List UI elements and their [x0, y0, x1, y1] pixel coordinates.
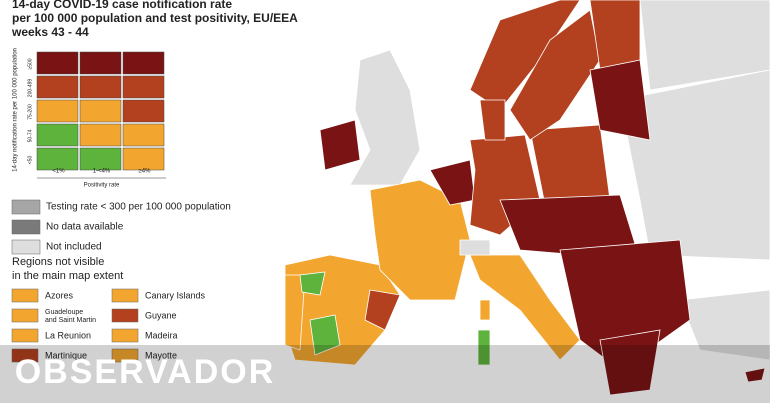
matrix-cell: [122, 75, 165, 99]
region-label: Mayotte: [145, 350, 177, 360]
region-label: Guyane: [145, 310, 177, 320]
watermark-band: [0, 345, 770, 403]
regions-heading: Regions not visible: [12, 256, 104, 268]
region-swatch: [11, 328, 39, 343]
region-swatch: [11, 348, 39, 363]
region-label: Azores: [45, 290, 74, 300]
legend-swatch: [11, 239, 41, 255]
region-label: Canary Islands: [145, 290, 206, 300]
matrix-cell: [79, 123, 122, 147]
region-swatch: [111, 308, 139, 323]
portugal: [284, 274, 306, 351]
region-label: Martinique: [45, 350, 87, 360]
title-line: per 100 000 population and test positivi…: [12, 11, 298, 25]
switzerland: [459, 239, 491, 256]
row-label: 50-74: [27, 129, 33, 142]
region-swatch: [11, 288, 39, 303]
matrix-cell: [36, 75, 79, 99]
spain-region: [309, 314, 341, 356]
legend-label: No data available: [46, 222, 124, 233]
title-line: 14-day COVID-19 case notification rate: [12, 0, 232, 11]
matrix-cell: [79, 51, 122, 75]
region-swatch: [111, 348, 139, 363]
col-label: ≥4%: [139, 169, 152, 175]
title: 14-day COVID-19 case notification ratepe…: [11, 0, 298, 39]
matrix-cell: [122, 51, 165, 75]
region-swatch: [11, 308, 39, 323]
baltics: [589, 59, 651, 141]
matrix-cell: [36, 99, 79, 123]
matrix-cell: [122, 99, 165, 123]
greece: [599, 329, 661, 396]
region-swatch: [111, 288, 139, 303]
legend-swatch: [11, 219, 41, 235]
non-eu: [619, 69, 770, 261]
matrix-cell: [36, 147, 79, 171]
region-label: La Reunion: [45, 330, 91, 340]
matrix-cell: [79, 75, 122, 99]
corsica: [479, 299, 491, 321]
row-label: 75-200: [27, 104, 33, 120]
matrix-cell: [122, 147, 165, 171]
matrix-cell: [79, 99, 122, 123]
matrix-cell: [122, 123, 165, 147]
row-label: <50: [27, 156, 33, 165]
cyprus: [744, 367, 766, 383]
watermark: OBSERVADOR: [15, 353, 276, 391]
poland: [529, 124, 611, 206]
denmark: [479, 99, 506, 141]
region-label: Madeira: [145, 330, 178, 340]
ireland: [319, 119, 361, 171]
matrix-cell: [36, 123, 79, 147]
non-eu: [679, 289, 770, 361]
title-line: weeks 43 - 44: [11, 25, 89, 39]
region-label: Guadeloupe and Saint Martin: [45, 309, 96, 324]
col-label: <1%: [52, 169, 65, 175]
row-label: ≥500: [27, 58, 33, 69]
spain-region: [299, 271, 326, 296]
non-eu: [639, 0, 770, 91]
france: [369, 179, 471, 301]
row-label: 200-499: [27, 79, 33, 98]
legend-label: Not included: [46, 242, 102, 253]
italy: [469, 254, 581, 361]
regions-heading: in the main map extent: [12, 270, 123, 282]
legend-swatch: [11, 199, 41, 215]
y-axis-label: 14-day notification rate per 100 000 pop…: [13, 48, 19, 172]
uk: [349, 49, 421, 186]
matrix-cell: [79, 147, 122, 171]
col-label: 1-<4%: [93, 169, 111, 175]
legend-label: Testing rate < 300 per 100 000 populatio…: [46, 202, 231, 213]
spain-region: [364, 289, 401, 331]
legend: ≥500 200-499 75-200 50-74 <50 14-day notifica…: [11, 48, 231, 363]
matrix-cell: [36, 51, 79, 75]
x-axis-label: Positivity rate: [84, 183, 120, 189]
region-swatch: [111, 328, 139, 343]
map: [284, 0, 770, 396]
sardinia: [477, 329, 491, 366]
